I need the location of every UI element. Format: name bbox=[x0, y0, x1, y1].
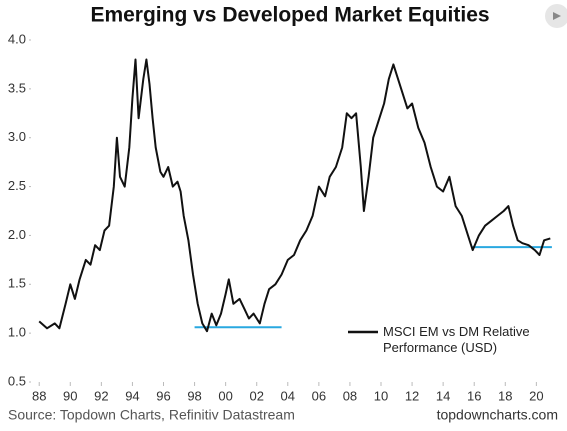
x-tick-label: 92 bbox=[94, 388, 108, 403]
x-tick-label: 94 bbox=[125, 388, 139, 403]
y-tick-label: 2.5 bbox=[8, 178, 26, 193]
y-tick-label: 1.5 bbox=[8, 276, 26, 291]
x-tick-label: 16 bbox=[467, 388, 481, 403]
x-tick-label: 12 bbox=[405, 388, 419, 403]
series-line bbox=[38, 58, 551, 333]
x-tick-label: 10 bbox=[374, 388, 388, 403]
x-tick-label: 02 bbox=[249, 388, 263, 403]
y-tick-label: 3.5 bbox=[8, 80, 26, 95]
x-tick-label: 96 bbox=[156, 388, 170, 403]
chart-title: Emerging vs Developed Market Equities bbox=[90, 4, 489, 27]
credit: topdowncharts.com bbox=[437, 407, 558, 423]
x-tick-label: 06 bbox=[312, 388, 326, 403]
x-tick-label: 88 bbox=[32, 388, 46, 403]
source: Source: Topdown Charts, Refinitiv Datast… bbox=[8, 407, 295, 423]
y-tick-label: 1.0 bbox=[8, 325, 26, 340]
x-tick-label: 08 bbox=[343, 388, 357, 403]
y-tick-label: 3.0 bbox=[8, 129, 26, 144]
x-tick-label: 98 bbox=[187, 388, 201, 403]
x-tick-label: 00 bbox=[218, 388, 232, 403]
share-icon bbox=[553, 12, 561, 20]
x-tick-label: 20 bbox=[529, 388, 543, 403]
legend-label: MSCI EM vs DM Relative Performance (USD) bbox=[383, 324, 530, 355]
y-tick-label: 0.5 bbox=[8, 373, 26, 388]
x-tick-label: 14 bbox=[436, 388, 450, 403]
x-tick-label: 90 bbox=[63, 388, 77, 403]
y-tick-label: 4.0 bbox=[8, 31, 26, 46]
x-tick-label: 18 bbox=[498, 388, 512, 403]
x-tick-label: 04 bbox=[281, 388, 295, 403]
y-tick-label: 2.0 bbox=[8, 227, 26, 242]
